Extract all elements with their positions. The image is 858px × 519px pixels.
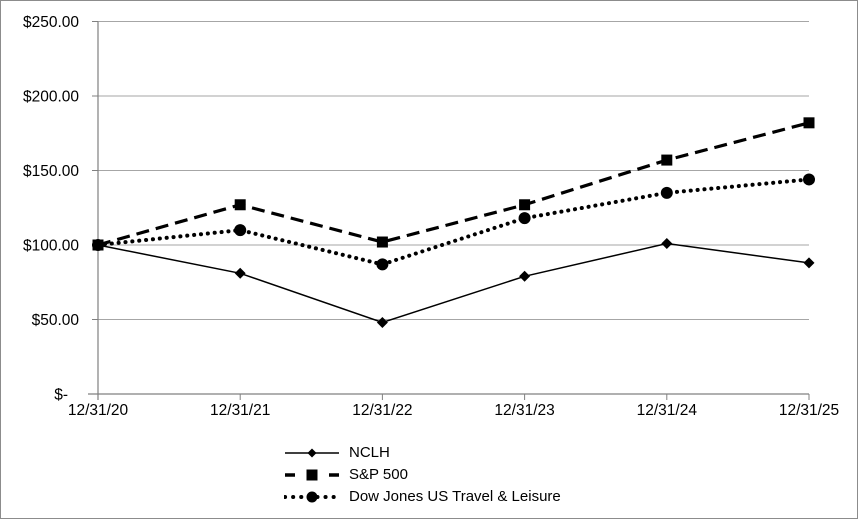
data-point-nclh-12-31-24 [661,238,673,250]
x-axis-label: 12/31/25 [779,402,839,419]
legend-label: S&P 500 [349,466,408,483]
data-point-nclh-12-31-22 [376,316,388,328]
data-point-s-p-500-12-31-22 [376,236,388,248]
data-point-s-p-500-12-31-25 [803,117,815,129]
y-axis-label: $200.00 [23,89,79,106]
legend-label: Dow Jones US Travel & Leisure [349,488,561,505]
legend-label: NCLH [349,444,390,461]
y-axis-label: $50.00 [32,312,80,329]
data-point-dow-jones-us-travel-leisure-12-31-24 [660,186,673,199]
x-axis-label: 12/31/20 [68,402,129,419]
y-axis-label: $150.00 [23,163,79,180]
data-point-dow-jones-us-travel-leisure-12-31-25 [803,173,815,186]
legend-marker-diamond-icon [307,448,317,458]
legend-item-dow-jones-us-travel-leisure: Dow Jones US Travel & Leisure [284,486,561,508]
y-axis-label: $250.00 [23,14,79,31]
x-axis-label: 12/31/23 [494,402,554,419]
series-line-dow-jones-us-travel-leisure [96,177,811,267]
data-point-dow-jones-us-travel-leisure-12-31-20 [92,239,104,251]
data-point-dow-jones-us-travel-leisure-12-31-23 [518,212,531,225]
x-axis-label: 12/31/24 [637,402,698,419]
y-axis-label: $100.00 [23,238,79,255]
series-line-nclh [97,242,810,324]
data-point-nclh-12-31-25 [803,257,815,269]
data-point-nclh-12-31-23 [519,270,531,282]
data-point-s-p-500-12-31-24 [661,154,673,166]
legend-item-nclh: NCLH [284,442,561,464]
y-axis-label: $- [54,387,68,404]
data-point-dow-jones-us-travel-leisure-12-31-21 [234,224,247,237]
data-point-nclh-12-31-21 [234,267,246,279]
x-axis-label: 12/31/22 [352,402,412,419]
legend-key-dotted-line-icon [284,491,340,503]
legend-item-s-p-500: S&P 500 [284,464,561,486]
legend-key-solid-line-icon [285,448,339,458]
legend-key-dashed-line-icon [285,469,339,481]
chart-legend: NCLH S&P 500 Dow Jones US Travel & Leisure [284,442,561,508]
data-point-dow-jones-us-travel-leisure-12-31-22 [376,258,389,271]
legend-marker-square-icon [306,469,318,481]
legend-marker-circle-icon [306,491,318,503]
x-axis-label: 12/31/21 [210,402,270,419]
data-point-s-p-500-12-31-21 [234,199,246,211]
series-line-s-p-500 [97,121,810,247]
data-point-s-p-500-12-31-23 [519,199,531,211]
